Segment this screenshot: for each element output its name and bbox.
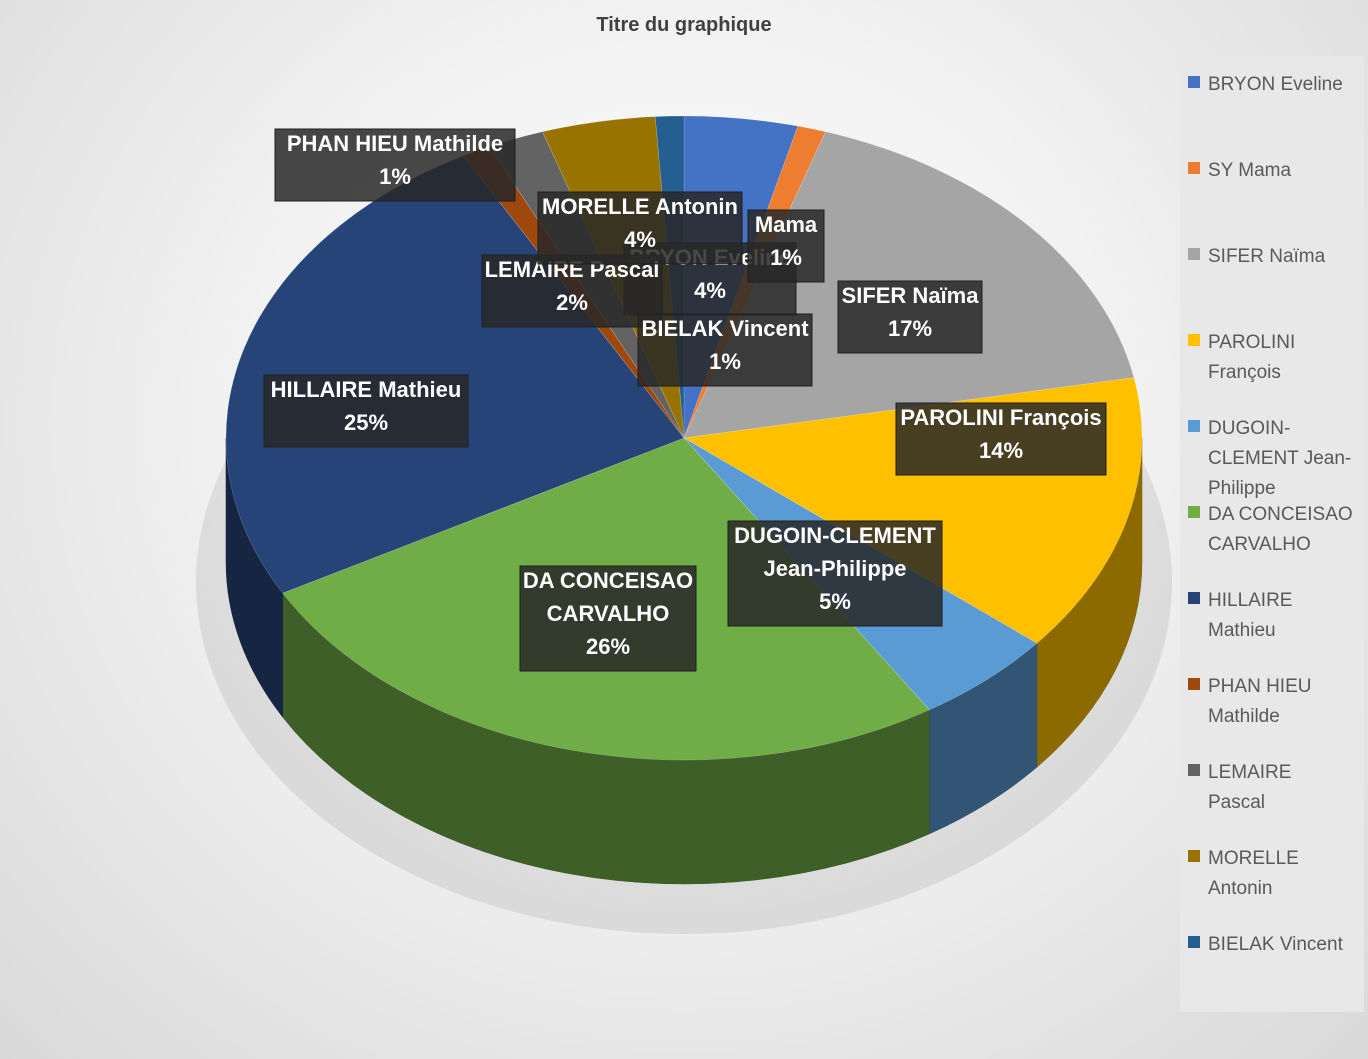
data-label-bielak-vincent: BIELAK Vincent 1% [637, 313, 813, 387]
legend-label: DUGOIN- CLEMENT Jean- Philippe [1208, 418, 1352, 499]
data-label-name: DA CONCEISAO [523, 568, 693, 593]
data-label-box [481, 254, 663, 328]
data-label-name: Jean-Philippe [763, 556, 906, 581]
legend-item-hillaire-mathieu[interactable]: HILLAIRE Mathieu [1188, 586, 1364, 646]
data-label-box [263, 374, 469, 448]
data-label-box [519, 565, 697, 672]
legend-label: LEMAIRE Pascal [1208, 762, 1292, 813]
legend-item-phan-hieu-mathilde[interactable]: PHAN HIEU Mathilde [1188, 672, 1364, 732]
legend-swatch [1188, 850, 1200, 862]
data-label-morelle-antonin: MORELLE Antonin 4% [537, 191, 743, 265]
data-label-sifer-naima: SIFER Naïma 17% [837, 280, 983, 354]
data-label-percent: 4% [694, 278, 726, 303]
data-label-name: CARVALHO [547, 601, 670, 626]
data-label-percent: 4% [624, 227, 656, 252]
legend-swatch [1188, 334, 1200, 346]
legend-swatch [1188, 420, 1200, 432]
data-label-parolini-francois: PAROLINI François 14% [895, 402, 1107, 476]
data-label-percent: 2% [556, 290, 588, 315]
data-label-name: PHAN HIEU Mathilde [287, 131, 503, 156]
legend-label: MORELLE Antonin [1208, 848, 1299, 899]
legend-item-parolini-francois[interactable]: PAROLINI François [1188, 328, 1364, 388]
legend-item-dugoin-clement-jean-philippe[interactable]: DUGOIN- CLEMENT Jean- Philippe [1188, 414, 1364, 504]
legend-swatch [1188, 678, 1200, 690]
data-label-percent: 5% [819, 589, 851, 614]
data-label-name: MORELLE Antonin [542, 194, 738, 219]
legend-label: SY Mama [1208, 160, 1292, 181]
data-label-percent: 1% [709, 349, 741, 374]
legend-label: BIELAK Vincent [1208, 934, 1343, 955]
data-label-box [537, 191, 743, 265]
data-label-box [747, 209, 825, 283]
legend-swatch [1188, 76, 1200, 88]
data-label-percent: 14% [979, 438, 1023, 463]
data-label-da-conceisao-carvalho: DA CONCEISAO CARVALHO 26% [519, 565, 697, 672]
data-label-percent: 17% [888, 316, 932, 341]
legend-swatch [1188, 162, 1200, 174]
legend-item-sy-mama[interactable]: SY Mama [1188, 156, 1364, 186]
legend-swatch [1188, 248, 1200, 260]
legend-item-bryon-eveline[interactable]: BRYON Eveline [1188, 70, 1364, 100]
data-label-phan-hieu-mathilde: PHAN HIEU Mathilde 1% [274, 128, 516, 202]
data-label-percent: 25% [344, 410, 388, 435]
data-label-box [727, 520, 943, 627]
legend-item-sifer-naima[interactable]: SIFER Naïma [1188, 242, 1364, 272]
legend-label: PHAN HIEU Mathilde [1208, 676, 1312, 727]
data-label-name: BIELAK Vincent [641, 316, 809, 341]
data-label-hillaire-mathieu: HILLAIRE Mathieu 25% [263, 374, 469, 448]
data-label-name: Mama [755, 212, 818, 237]
legend-swatch [1188, 592, 1200, 604]
legend-item-morelle-antonin[interactable]: MORELLE Antonin [1188, 844, 1364, 904]
data-label-name: SIFER Naïma [842, 283, 980, 308]
data-label-name: HILLAIRE Mathieu [271, 377, 462, 402]
legend-label: HILLAIRE Mathieu [1208, 590, 1293, 641]
data-label-name: PAROLINI François [900, 405, 1101, 430]
legend-label: SIFER Naïma [1208, 246, 1326, 267]
data-label-box [637, 313, 813, 387]
legend-swatch [1188, 506, 1200, 518]
data-label-dugoin-clement-jean-philippe: DUGOIN-CLEMENT Jean-Philippe 5% [727, 520, 943, 627]
legend-label: DA CONCEISAO CARVALHO [1208, 504, 1353, 555]
data-label-percent: 26% [586, 634, 630, 659]
data-label-box [895, 402, 1107, 476]
legend: BRYON Eveline SY Mama SIFER Naïma PAROLINI F… [1180, 56, 1364, 1012]
data-label-box [837, 280, 983, 354]
legend-label: BRYON Eveline [1208, 74, 1343, 95]
data-label-sy-mama: Mama 1% [747, 209, 825, 283]
legend-label: PAROLINI François [1208, 332, 1296, 383]
legend-swatch [1188, 936, 1200, 948]
legend-item-lemaire-pascal[interactable]: LEMAIRE Pascal [1188, 758, 1364, 818]
data-label-name: DUGOIN-CLEMENT [734, 523, 936, 548]
data-label-percent: 1% [770, 245, 802, 270]
legend-swatch [1188, 764, 1200, 776]
chart-title: Titre du graphique [596, 14, 772, 36]
legend-item-bielak-vincent[interactable]: BIELAK Vincent [1188, 930, 1364, 960]
data-label-box [274, 128, 516, 202]
legend-item-da-conceisao-carvalho[interactable]: DA CONCEISAO CARVALHO [1188, 500, 1364, 560]
data-label-percent: 1% [379, 164, 411, 189]
